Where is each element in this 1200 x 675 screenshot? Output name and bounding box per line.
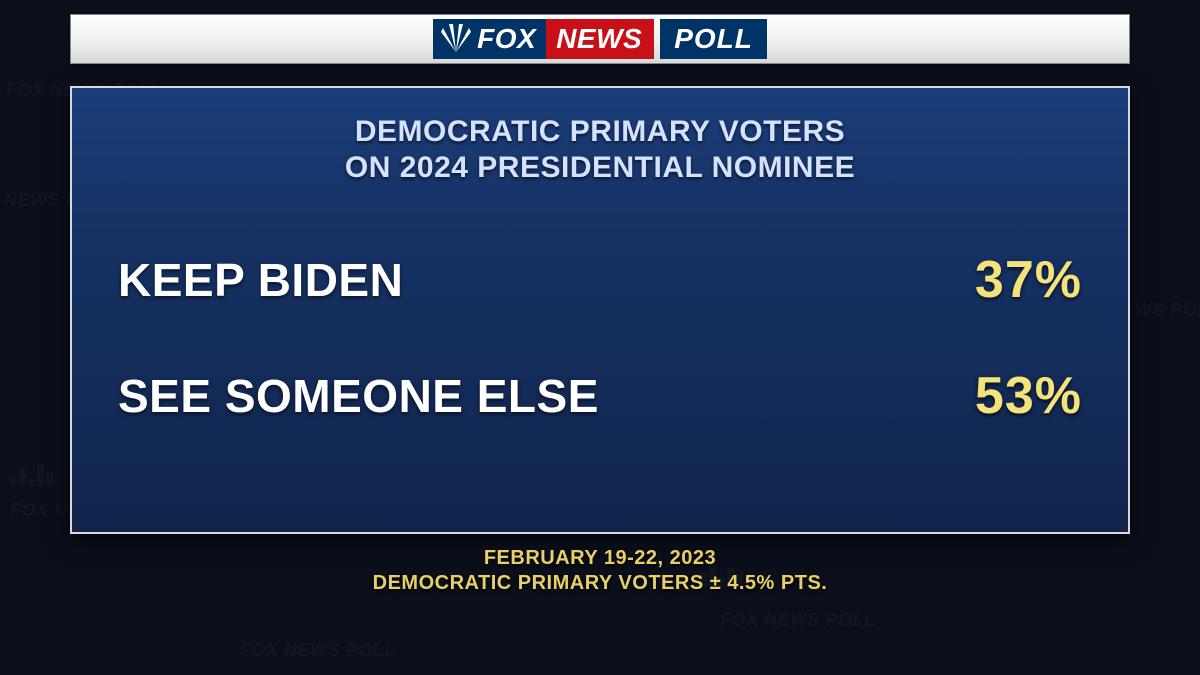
poll-row-value: 53%	[975, 366, 1082, 426]
header-bar: FOX NEWS POLL	[70, 14, 1130, 64]
logo-news-text: NEWS	[556, 23, 642, 55]
poll-row-label: KEEP BIDEN	[118, 253, 403, 307]
poll-panel: DEMOCRATIC PRIMARY VOTERS ON 2024 PRESID…	[70, 86, 1130, 534]
logo-poll-text: POLL	[674, 23, 753, 55]
logo-fox-block: FOX	[433, 19, 546, 59]
panel-title: DEMOCRATIC PRIMARY VOTERS ON 2024 PRESID…	[118, 114, 1082, 186]
poll-rows: KEEP BIDEN 37% SEE SOMEONE ELSE 53%	[118, 222, 1082, 512]
logo-news-block: NEWS	[546, 19, 654, 59]
poll-row: KEEP BIDEN 37%	[118, 250, 1082, 310]
footer-line2: DEMOCRATIC PRIMARY VOTERS ± 4.5% PTS.	[0, 571, 1200, 596]
logo-poll-block: POLL	[660, 19, 767, 59]
poll-row-value: 37%	[975, 250, 1082, 310]
panel-title-line2: ON 2024 PRESIDENTIAL NOMINEE	[118, 150, 1082, 186]
poll-row-label: SEE SOMEONE ELSE	[118, 369, 599, 423]
poll-footer: FEBRUARY 19-22, 2023 DEMOCRATIC PRIMARY …	[0, 546, 1200, 596]
searchlights-icon	[439, 22, 473, 56]
footer-line1: FEBRUARY 19-22, 2023	[0, 546, 1200, 571]
logo-fox-text: FOX	[477, 23, 536, 55]
fox-news-poll-logo: FOX NEWS POLL	[433, 15, 767, 63]
panel-title-line1: DEMOCRATIC PRIMARY VOTERS	[118, 114, 1082, 150]
poll-row: SEE SOMEONE ELSE 53%	[118, 366, 1082, 426]
